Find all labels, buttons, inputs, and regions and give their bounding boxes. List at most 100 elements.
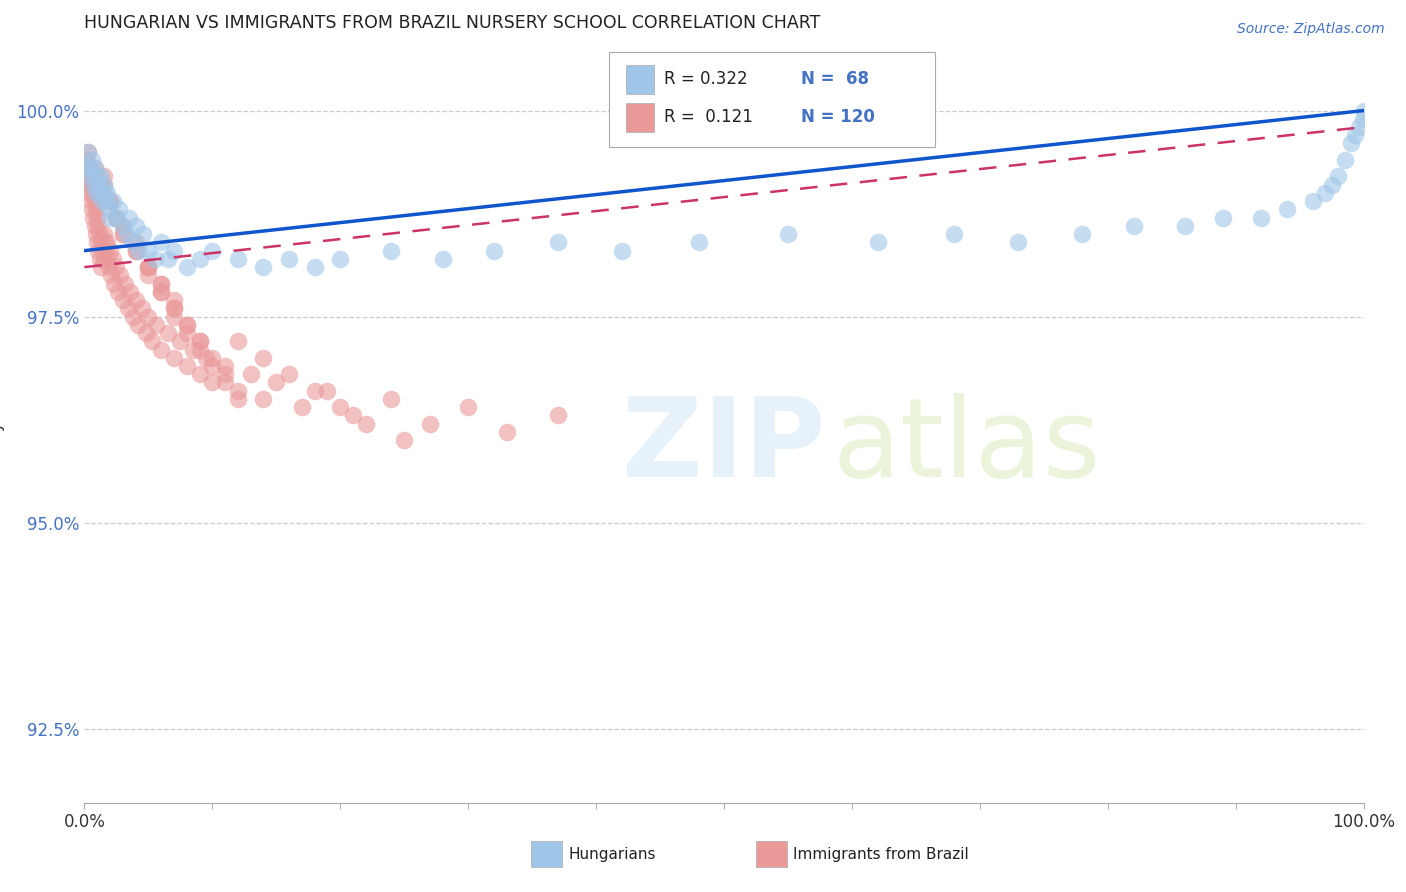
Point [252, 260, 274, 274]
Point [457, 401, 479, 415]
Point [610, 244, 633, 258]
Point [114, 277, 136, 291]
Point [89, 186, 111, 200]
Point [239, 368, 262, 382]
Point [214, 368, 236, 382]
Point [90, 169, 112, 184]
Point [342, 409, 364, 423]
Point [124, 244, 146, 258]
Point [97, 260, 120, 274]
Point [79, 161, 101, 176]
Text: R = 0.322: R = 0.322 [664, 70, 748, 87]
Point [100, 268, 122, 283]
Point [91, 194, 114, 209]
Point [101, 252, 124, 266]
Point [111, 227, 134, 242]
Point [84, 186, 107, 200]
Point [214, 376, 236, 390]
Point [1007, 235, 1029, 250]
Point [943, 227, 966, 242]
Point [93, 169, 115, 184]
Point [93, 227, 115, 242]
Point [80, 169, 103, 184]
Point [105, 211, 128, 225]
Point [111, 219, 134, 233]
Text: ZIP: ZIP [621, 393, 825, 500]
Point [1250, 211, 1272, 225]
Point [419, 417, 441, 431]
Point [75, 153, 97, 167]
Point [264, 376, 288, 390]
Point [89, 178, 111, 192]
Point [150, 285, 173, 299]
Point [226, 334, 249, 349]
Point [97, 202, 120, 217]
Point [145, 318, 167, 332]
Point [278, 368, 301, 382]
Point [1347, 120, 1369, 134]
Point [84, 227, 107, 242]
Point [90, 235, 112, 250]
Point [688, 235, 710, 250]
Point [1340, 136, 1362, 151]
Point [201, 376, 224, 390]
Point [176, 326, 198, 340]
Point [94, 186, 117, 200]
Point [77, 145, 100, 159]
Point [1344, 128, 1367, 143]
Point [86, 169, 108, 184]
Point [176, 318, 198, 332]
Point [141, 334, 163, 349]
Point [86, 169, 108, 184]
Point [105, 260, 128, 274]
Point [76, 161, 98, 176]
Point [176, 318, 198, 332]
Point [103, 277, 125, 291]
Point [1302, 194, 1324, 209]
FancyBboxPatch shape [609, 52, 935, 147]
Point [226, 384, 249, 398]
Point [77, 178, 100, 192]
Point [194, 351, 217, 365]
Point [188, 334, 211, 349]
Point [1327, 169, 1350, 184]
Point [120, 285, 142, 299]
Point [354, 417, 377, 431]
Point [1174, 219, 1197, 233]
Point [82, 186, 104, 200]
Point [143, 252, 166, 266]
Point [94, 194, 117, 209]
Point [91, 244, 114, 258]
Text: N =  68: N = 68 [801, 70, 869, 87]
Point [176, 359, 198, 373]
Point [380, 392, 402, 406]
Point [380, 244, 402, 258]
Point [80, 194, 103, 209]
Point [201, 351, 224, 365]
Point [80, 169, 103, 184]
Point [188, 334, 211, 349]
Point [304, 260, 326, 274]
Point [163, 301, 186, 316]
Point [201, 244, 224, 258]
Point [82, 178, 104, 192]
Point [80, 178, 103, 192]
Point [394, 433, 416, 447]
Point [80, 202, 103, 217]
Point [138, 268, 160, 283]
Point [108, 268, 131, 283]
Point [176, 260, 198, 274]
Point [127, 318, 149, 332]
Point [132, 227, 155, 242]
Point [76, 161, 98, 176]
Point [1275, 202, 1298, 217]
Point [138, 244, 160, 258]
Bar [626, 103, 654, 132]
Point [108, 202, 131, 217]
Point [226, 252, 249, 266]
Point [87, 219, 110, 233]
Point [329, 252, 352, 266]
Point [96, 186, 118, 200]
Text: HUNGARIAN VS IMMIGRANTS FROM BRAZIL NURSERY SCHOOL CORRELATION CHART: HUNGARIAN VS IMMIGRANTS FROM BRAZIL NURS… [84, 14, 821, 32]
Point [79, 186, 101, 200]
